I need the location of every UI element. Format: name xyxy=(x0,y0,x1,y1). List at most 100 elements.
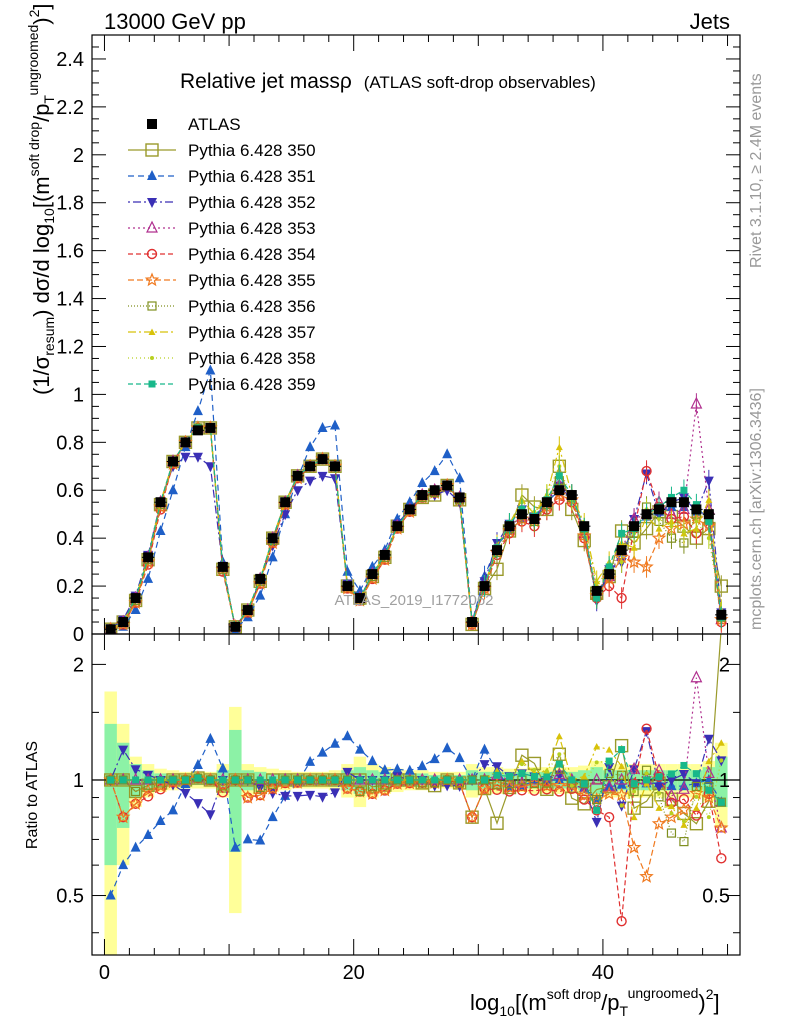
ratio-point xyxy=(666,775,677,786)
legend-label: Pythia 6.428 356 xyxy=(188,297,316,316)
legend-label: Pythia 6.428 351 xyxy=(188,167,316,186)
ratio-point xyxy=(490,816,504,830)
data-point xyxy=(604,569,615,580)
legend-marker xyxy=(147,301,157,311)
ratio-point xyxy=(664,809,679,824)
ratio-point xyxy=(691,781,701,792)
ratio-point xyxy=(714,820,729,835)
legend-label: Pythia 6.428 352 xyxy=(188,193,316,212)
rivet-version-label: Rivet 3.1.10, ≥ 2.4M events xyxy=(748,73,765,268)
ratio-point xyxy=(516,785,528,796)
main-series xyxy=(103,364,729,634)
ratio-line xyxy=(110,677,722,829)
data-point xyxy=(143,552,154,563)
ratio-series-pythia-6-428-354 xyxy=(105,723,727,927)
data-point xyxy=(192,425,203,436)
ratio-point xyxy=(677,781,690,794)
plot-frame xyxy=(91,633,741,956)
ratio-point xyxy=(205,732,216,743)
ratio-point xyxy=(417,760,428,771)
y-tick-label: 2 xyxy=(73,654,84,676)
ratio-point xyxy=(703,773,714,784)
ratio-point xyxy=(128,796,143,811)
ratio-point xyxy=(280,791,291,802)
ratio-point xyxy=(626,839,642,854)
data-point xyxy=(367,560,378,571)
ratio-point xyxy=(716,797,726,807)
ratio-point xyxy=(464,809,480,824)
ratio-point xyxy=(593,806,601,814)
legend-label: Pythia 6.428 353 xyxy=(188,219,316,238)
data-point xyxy=(516,509,527,520)
y-tick-label: 0.5 xyxy=(56,886,84,908)
legend-label: Pythia 6.428 359 xyxy=(188,375,316,394)
ratio-point xyxy=(155,784,166,795)
ratio-point xyxy=(505,772,513,780)
ratio-point xyxy=(641,723,652,734)
ratio-point xyxy=(715,820,728,833)
data-point xyxy=(705,496,713,503)
data-point xyxy=(654,504,664,515)
band-inner-bin xyxy=(715,756,728,808)
ratio-series-pythia-6-428-350 xyxy=(103,634,722,831)
legend-marker xyxy=(144,272,160,287)
ratio-point xyxy=(716,853,727,864)
legend-item: Pythia 6.428 357 xyxy=(128,323,316,342)
ratio-series xyxy=(103,634,729,927)
data-point xyxy=(703,476,714,487)
y-tick-label-right: 1 xyxy=(719,770,730,792)
ratio-y-axis-label: Ratio to ATLAS xyxy=(24,741,41,849)
ratio-point xyxy=(592,795,602,805)
ratio-point xyxy=(429,753,440,764)
data-point xyxy=(205,422,216,433)
ratio-point xyxy=(541,784,553,795)
data-point xyxy=(267,551,278,562)
ratio-point xyxy=(404,764,415,775)
ratio-point xyxy=(169,776,177,784)
data-point xyxy=(205,364,216,375)
ratio-line xyxy=(110,777,722,879)
ratio-point xyxy=(193,773,203,783)
ratio-point xyxy=(590,772,603,785)
ratio-point xyxy=(632,789,637,794)
ratio-point xyxy=(669,811,674,816)
data-point xyxy=(541,497,552,508)
ratio-point xyxy=(676,802,692,816)
ratio-point xyxy=(240,789,256,804)
watermark: ATLAS_2019_I1772062 xyxy=(334,592,493,609)
ratio-point xyxy=(392,763,403,774)
data-point xyxy=(392,521,403,532)
chart-title-main: Relative jet massρ xyxy=(180,70,352,93)
ratio-point xyxy=(340,780,355,795)
ratio-point xyxy=(591,805,602,816)
series-atlas xyxy=(104,422,728,634)
data-point xyxy=(280,497,291,508)
header-right: Jets xyxy=(690,9,730,34)
y-tick-label: 1.4 xyxy=(56,289,84,311)
data-point xyxy=(417,477,428,488)
mcplots-label: mcplots.cern.ch [arXiv:1306.3436] xyxy=(748,388,765,630)
ratio-point xyxy=(691,810,702,821)
ratio-series-pythia-6-428-353 xyxy=(104,670,728,833)
ratio-point xyxy=(601,786,617,801)
x-axis-label: log10[(msoft drop/pTungroomed)2] xyxy=(470,985,720,1019)
ratio-point xyxy=(481,776,489,784)
ratio-point xyxy=(544,769,549,774)
ratio-axes: 0.5 0.51 12 20 20 40 xyxy=(56,633,741,984)
ratio-point xyxy=(379,764,390,775)
data-point xyxy=(641,465,652,477)
ratio-point xyxy=(681,819,686,824)
data-point xyxy=(192,452,203,463)
data-point xyxy=(292,470,303,481)
data-point xyxy=(669,524,674,529)
data-point xyxy=(130,593,141,604)
data-point xyxy=(155,497,166,508)
ratio-point xyxy=(629,786,639,797)
data-point xyxy=(255,589,266,600)
main-axes: 0 0.2 0.4 0.6 0.8 1 1.2 1.4 1.6 1.8 2 2.2 2.4 xyxy=(56,34,741,646)
data-point xyxy=(317,471,328,482)
y-tick-label: 0.4 xyxy=(56,528,84,550)
data-point xyxy=(404,504,415,515)
chart-title-sub: (ATLAS soft-drop observables) xyxy=(364,73,596,92)
data-point xyxy=(342,581,353,592)
